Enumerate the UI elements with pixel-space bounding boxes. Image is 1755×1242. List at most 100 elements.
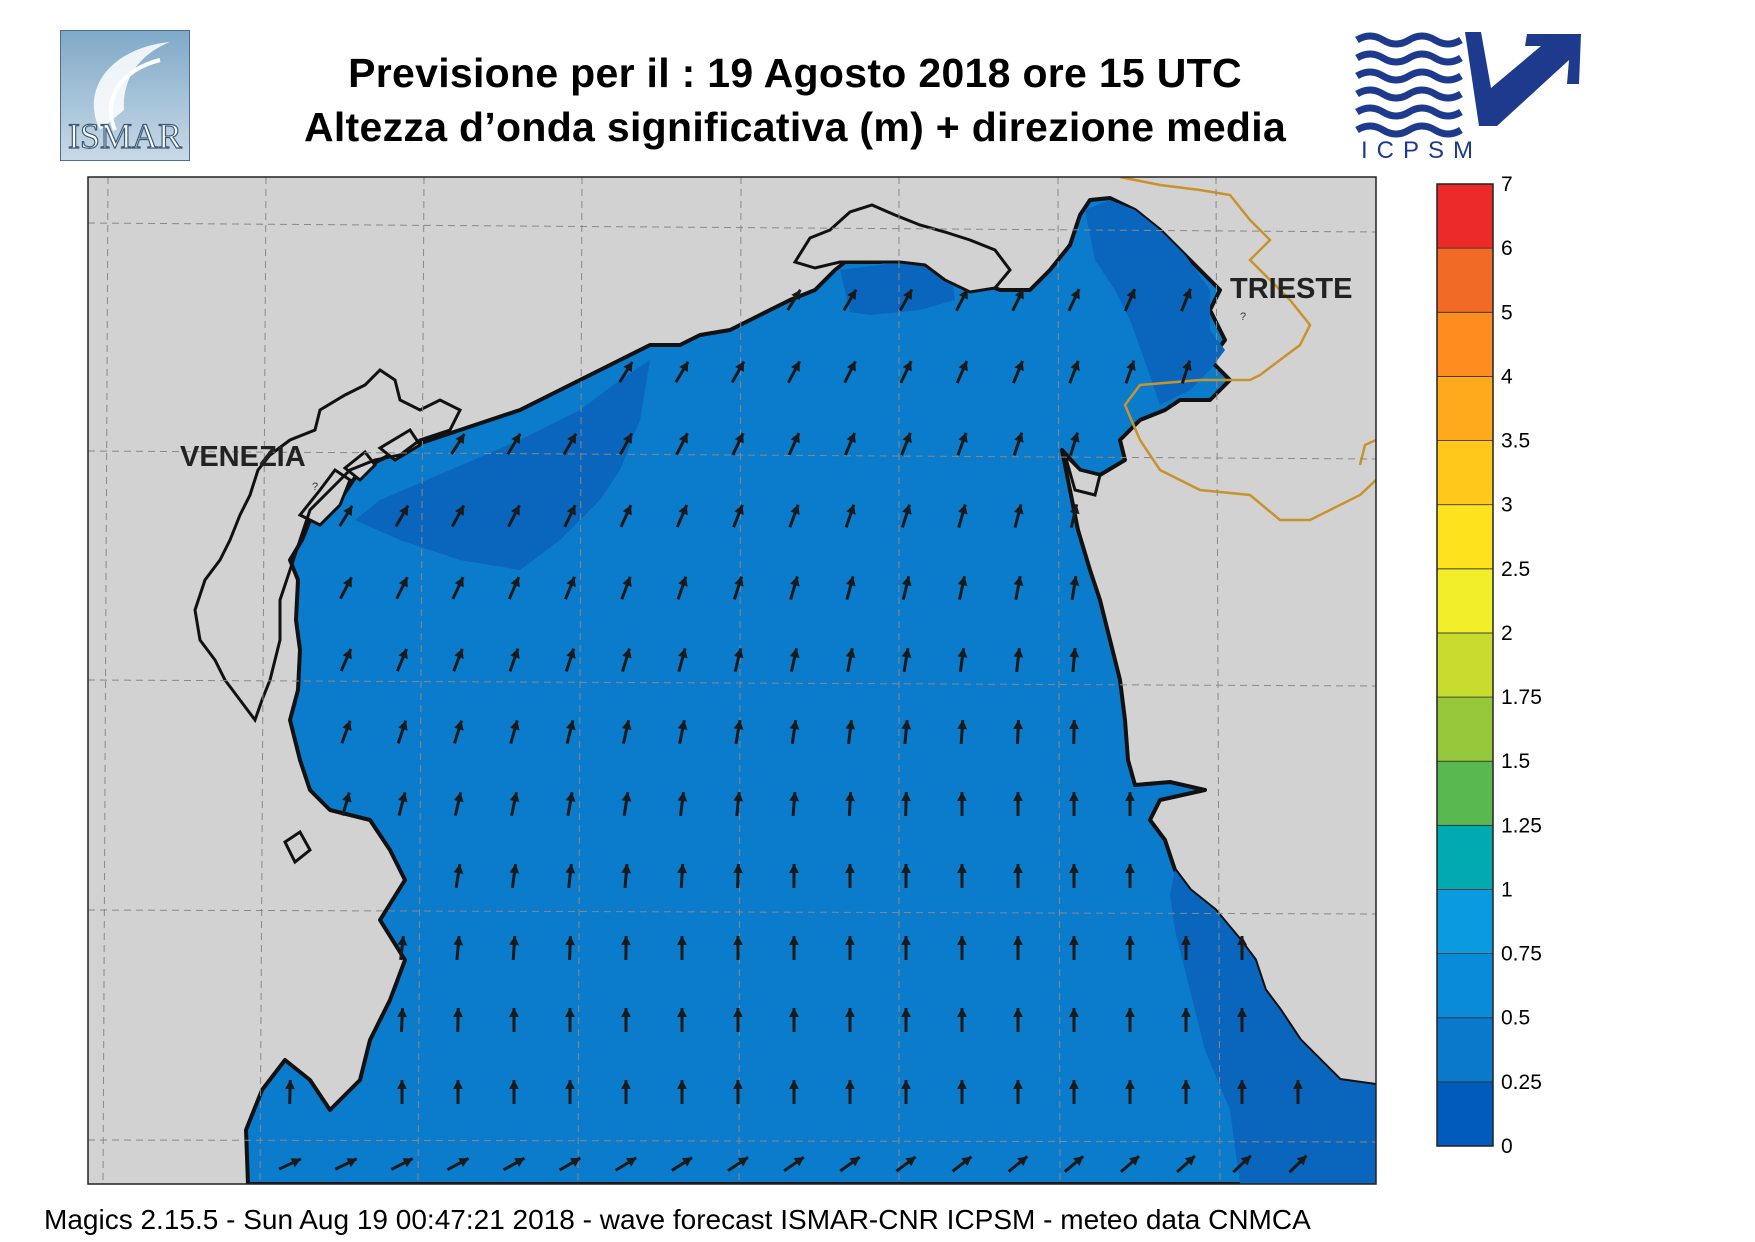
wave-arrow-head (570, 1157, 581, 1167)
colorbar-bin (1436, 183, 1494, 249)
wave-arrow-head (621, 1008, 631, 1017)
wave-arrow-head (397, 1080, 407, 1089)
wave-arrow-head (733, 792, 744, 802)
colorbar-bin (1436, 504, 1494, 570)
wave-arrow-head (958, 361, 968, 372)
wave-arrow-head (1126, 288, 1136, 300)
wave-arrow-head (1128, 1156, 1140, 1166)
wave-arrow-head (733, 1008, 743, 1017)
wave-arrow-head (902, 361, 912, 372)
wave-arrow-head (790, 576, 800, 587)
wave-arrow-head (789, 720, 800, 730)
colorbar-label: 0 (1501, 1135, 1513, 1158)
wave-arrow-head (902, 432, 912, 444)
colorbar-label: 0.75 (1501, 943, 1542, 966)
low-wave-zone-east (1170, 870, 1376, 1184)
wave-arrow-head (565, 720, 576, 731)
wave-arrow-head (397, 792, 408, 803)
wave-arrow-head (905, 1156, 916, 1167)
wave-arrow-head (678, 504, 688, 516)
wave-arrow-head (621, 720, 632, 731)
wave-arrow-head (733, 648, 744, 659)
wave-arrow-head (1014, 289, 1024, 300)
wave-arrow-head (1237, 1008, 1247, 1017)
wave-arrow-head (623, 361, 633, 373)
wave-arrow-head (793, 1157, 804, 1167)
wave-arrow-head (510, 505, 520, 516)
wave-arrow-head (397, 936, 408, 946)
forecast-date-title: Previsione per il : 19 Agosto 2018 ore 1… (348, 50, 1242, 96)
wave-arrow-head (1126, 360, 1136, 371)
wave-arrow-head (509, 864, 520, 874)
wave-arrow-head (847, 289, 857, 300)
wave-arrow-head (1069, 1008, 1079, 1017)
colorbar-bin (1436, 440, 1494, 506)
wave-arrow-head (957, 936, 967, 945)
wave-arrow-head (901, 792, 912, 802)
marano-lagoon (792, 203, 1012, 294)
wave-arrow-head (789, 864, 800, 874)
wave-arrow-head (1181, 1008, 1191, 1017)
wave-arrow-head (565, 1080, 575, 1089)
wave-arrow-head (957, 648, 968, 658)
wave-arrow-head (1070, 360, 1080, 371)
wave-arrow-head (397, 1008, 408, 1018)
wave-arrow-head (789, 1080, 799, 1089)
wave-arrow-head (342, 792, 352, 803)
wave-arrow-head (621, 1080, 631, 1089)
wave-arrow-head (342, 720, 352, 731)
wave-arrow-head (621, 792, 632, 802)
wave-arrow-head (1125, 1080, 1135, 1089)
wave-arrow-head (677, 936, 687, 945)
wave-arrow-head (455, 505, 464, 516)
colorbar-bin (1436, 632, 1494, 698)
wave-arrow-head (957, 1008, 967, 1017)
wave-arrow-head (510, 576, 520, 588)
wave-arrow-head (733, 720, 744, 730)
colorbar-label: 1.25 (1501, 814, 1542, 837)
wave-arrow-head (622, 505, 632, 516)
wave-arrow-head (398, 720, 408, 731)
lagoon-coastline (193, 368, 463, 724)
wave-arrow-head (346, 1158, 357, 1168)
wave-arrow-head (402, 1158, 413, 1168)
wave-arrow-head (1014, 432, 1024, 443)
wave-arrow-head (511, 433, 521, 445)
colorbar-label: 1 (1501, 878, 1513, 901)
wave-arrow-head (343, 505, 353, 517)
wave-arrow-head (845, 1008, 855, 1017)
national-border (1119, 177, 1376, 522)
colorbar-bin (1436, 760, 1494, 826)
wave-direction-arrows (278, 288, 1308, 1174)
graticule (88, 177, 1376, 1184)
wave-arrow-head (453, 864, 464, 874)
variable-title: Altezza d’onda significativa (m) + direz… (303, 104, 1287, 150)
wave-arrow-head (1069, 936, 1079, 945)
wave-arrow-head (1125, 792, 1135, 801)
wave-arrow-head (1125, 936, 1135, 945)
wave-arrow-head (1125, 864, 1135, 873)
wave-arrow-head (1182, 288, 1192, 300)
ismar-logo-text: ISMAR (68, 116, 182, 156)
wave-arrow-head (514, 1158, 525, 1167)
colorbar-bin (1436, 1017, 1494, 1083)
wave-arrow-head (789, 648, 800, 659)
wave-arrow-head (1237, 1080, 1247, 1089)
wave-arrow-head (733, 864, 744, 874)
wave-arrow-head (1013, 648, 1024, 658)
ismar-logo: ISMAR (60, 30, 190, 161)
colorbar-label: 1.75 (1501, 686, 1542, 709)
wave-arrow-head (901, 576, 912, 587)
colorbar-bin (1436, 696, 1494, 762)
wave-arrow-head (565, 1008, 575, 1017)
colorbar-label: 6 (1501, 237, 1513, 260)
low-wave-zone-gulf (840, 258, 955, 315)
wave-arrow-head (845, 576, 856, 587)
wave-arrow-head (961, 1156, 972, 1167)
wave-arrow-head (1013, 1008, 1023, 1017)
wave-arrow-head (453, 792, 464, 803)
wave-arrow-head (790, 504, 800, 515)
city-label-venezia: VENEZIA (180, 441, 306, 473)
wave-arrow-head (957, 576, 968, 587)
wave-arrow-head (957, 1080, 967, 1089)
